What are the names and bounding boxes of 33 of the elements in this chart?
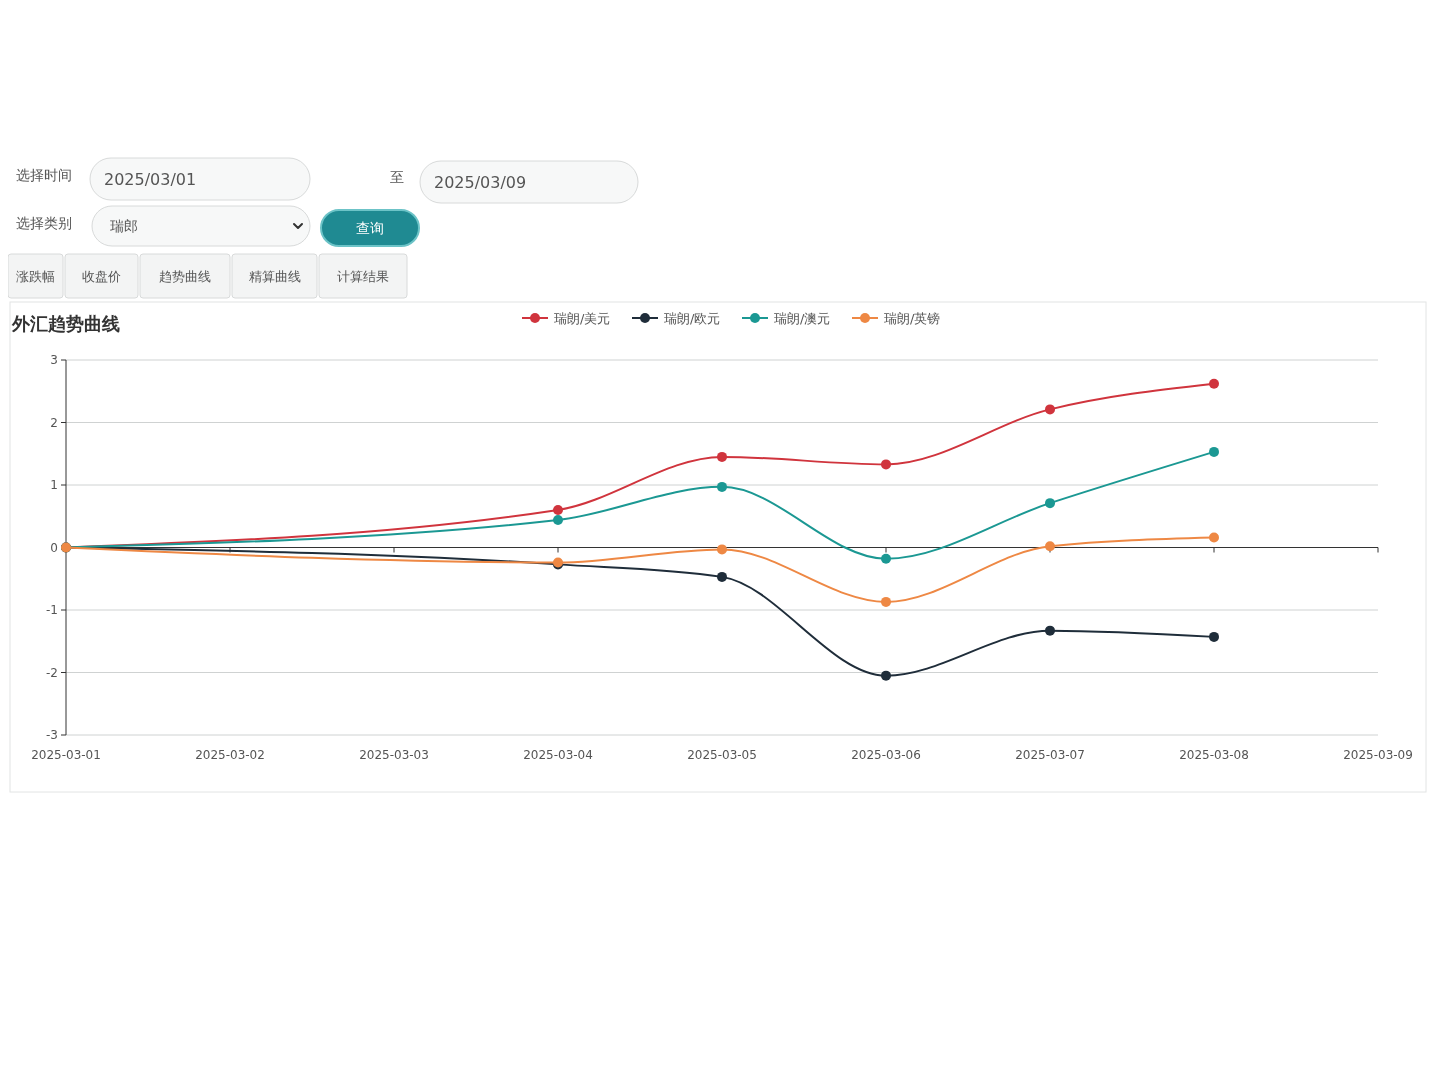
x-tick-label: 2025-03-02 — [195, 748, 265, 762]
y-tick-label: 0 — [50, 540, 58, 555]
date-field: 2025/03/01 — [89, 157, 311, 201]
legend-label: 瑞朗/澳元 — [774, 311, 831, 326]
chart-title: 外汇趋势曲线 — [11, 313, 120, 334]
tab: 涨跌幅 — [8, 253, 64, 299]
legend-label: 瑞朗/欧元 — [664, 311, 721, 326]
tab: 趋势曲线 — [139, 253, 231, 299]
x-tick-label: 2025-03-07 — [1015, 748, 1085, 762]
tab: 收盘价 — [64, 253, 139, 299]
y-tick-label: -2 — [46, 665, 58, 680]
tab: 计算结果 — [318, 253, 408, 299]
x-tick-label: 2025-03-06 — [851, 748, 921, 762]
y-tick-label: -3 — [46, 728, 58, 742]
text: 选择时间 — [16, 167, 72, 183]
y-tick-label: -1 — [46, 603, 58, 617]
y-tick-label: 2 — [50, 415, 58, 430]
button: 查询 — [320, 209, 420, 247]
x-tick-label: 2025-03-08 — [1179, 748, 1249, 762]
legend-label: 瑞朗/英镑 — [884, 311, 941, 326]
tab: 精算曲线 — [231, 253, 318, 299]
x-tick-label: 2025-03-09 — [1343, 748, 1413, 762]
legend-label: 瑞朗/美元 — [554, 311, 611, 326]
x-tick-label: 2025-03-04 — [523, 748, 593, 762]
date-field: 2025/03/09 — [419, 160, 639, 204]
dropdown-field: 瑞郎 — [91, 205, 311, 247]
text: 选择类别 — [16, 215, 72, 231]
x-tick-label: 2025-03-03 — [359, 748, 429, 762]
x-tick-label: 2025-03-05 — [687, 748, 757, 762]
y-tick-label: 1 — [50, 478, 58, 492]
x-tick-label: 2025-03-01 — [31, 748, 101, 762]
text: 至 — [390, 169, 404, 185]
y-tick-label: 3 — [50, 353, 58, 367]
